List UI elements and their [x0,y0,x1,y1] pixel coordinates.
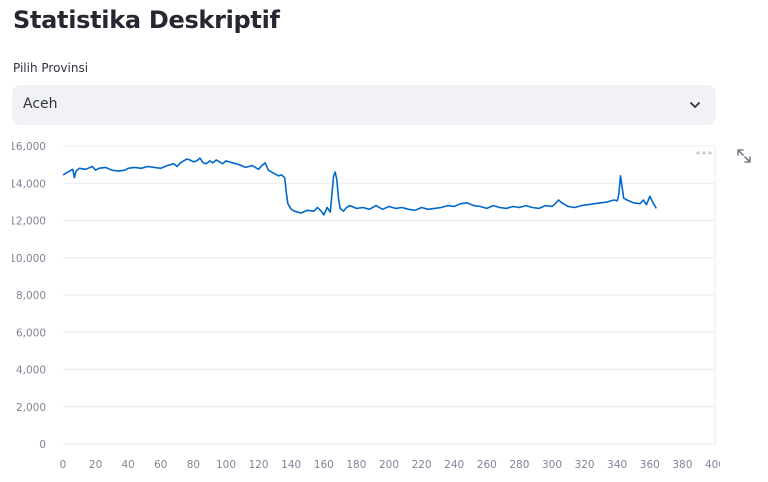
province-select[interactable]: Aceh [12,85,716,125]
chart-container: 0 2,000 4,000 6,000 8,000 10,000 12,000 14,000 1… [9,138,725,478]
x-tick-label: 0 [60,459,67,471]
x-tick-label: 80 [187,459,200,471]
x-tick-label: 200 [379,459,399,471]
y-tick-label: 16,000 [12,141,46,153]
x-tick-label: 360 [640,459,660,471]
x-tick-label: 300 [542,459,562,471]
y-tick-label: 4,000 [16,365,46,377]
x-tick-label: 320 [575,459,595,471]
page-title: Statistika Deskriptif [13,6,280,34]
x-tick-label: 100 [216,459,236,471]
x-tick-label: 120 [249,459,269,471]
x-tick-label: 280 [509,459,529,471]
y-tick-label: 14,000 [12,178,46,190]
more-horizontal-icon[interactable] [695,149,713,157]
x-tick-label: 220 [412,459,432,471]
y-tick-label: 12,000 [12,216,46,228]
x-tick-label: 260 [477,459,497,471]
x-tick-label: 340 [607,459,627,471]
x-tick-label: 20 [89,459,102,471]
x-tick-label: 140 [281,459,301,471]
chevron-down-icon [690,102,700,108]
x-tick-label: 60 [154,459,167,471]
x-tick-label: 380 [672,459,692,471]
y-tick-label: 2,000 [16,402,46,414]
x-tick-label: 180 [346,459,366,471]
province-select-label: Pilih Provinsi [13,61,89,75]
y-tick-label: 10,000 [12,253,46,265]
x-tick-label: 400 [705,459,720,471]
province-select-value: Aceh [23,96,58,112]
y-tick-label: 6,000 [16,327,46,339]
line-chart[interactable]: 0 2,000 4,000 6,000 8,000 10,000 12,000 14,000 1… [9,138,725,478]
expand-icon[interactable] [735,147,753,165]
y-tick-label: 0 [39,439,46,451]
x-tick-label: 160 [314,459,334,471]
y-tick-label: 8,000 [16,290,46,302]
x-tick-label: 240 [444,459,464,471]
x-tick-label: 40 [122,459,135,471]
series-line[interactable] [62,157,657,216]
